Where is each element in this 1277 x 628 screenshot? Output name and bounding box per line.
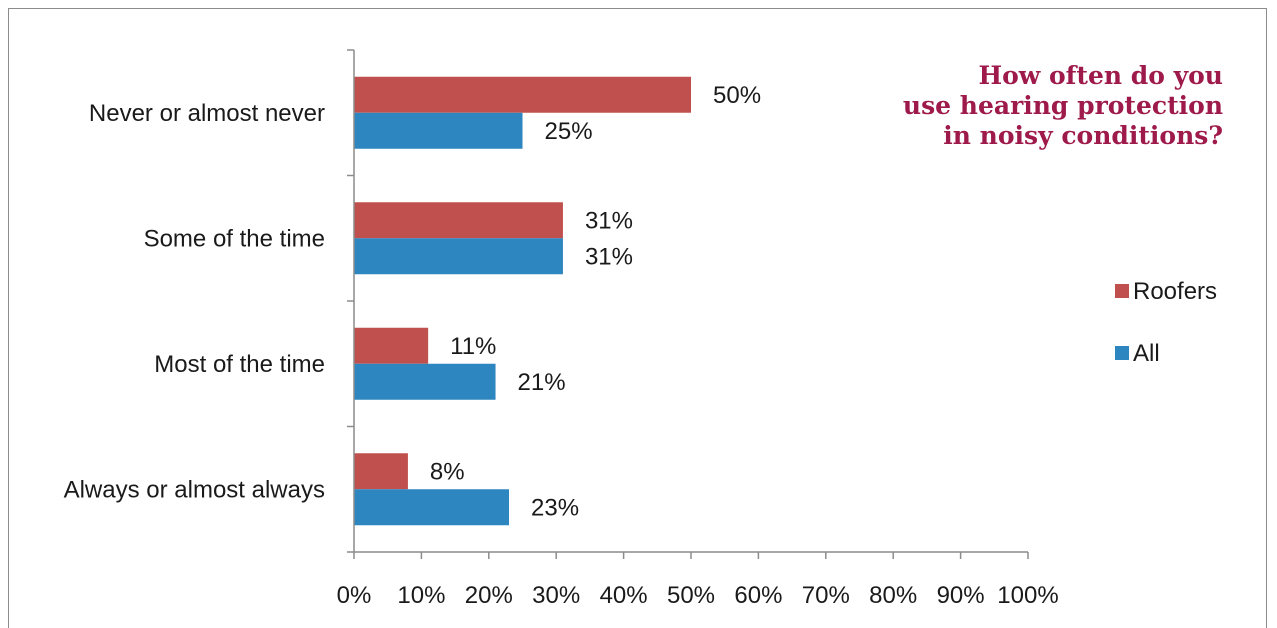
bar-roofers [354, 453, 408, 490]
x-tick-label: 30% [532, 582, 580, 609]
x-tick-label: 20% [465, 582, 513, 609]
legend-label-roofers: Roofers [1133, 278, 1217, 305]
chart-title-line-1: How often do you [978, 61, 1223, 90]
labels-group: Never or almost never 50% 25% Some of the t… [64, 82, 761, 522]
bars-group [354, 76, 691, 526]
legend-label-all: All [1133, 340, 1160, 367]
data-label-all: 31% [585, 243, 633, 270]
chart-title-line-2: use hearing protection [903, 91, 1223, 120]
x-tick-label: 0% [337, 582, 372, 609]
bar-roofers [354, 76, 691, 113]
legend: Roofers All [1115, 278, 1217, 367]
x-tick-label: 90% [937, 582, 985, 609]
data-label-all: 21% [518, 369, 566, 396]
x-tick-label: 100% [997, 582, 1058, 609]
legend-swatch-roofers [1115, 284, 1129, 298]
category-label: Never or almost never [89, 100, 325, 127]
bar-all [354, 489, 510, 526]
chart-frame [8, 8, 1267, 628]
x-tick-label: 10% [397, 582, 445, 609]
x-tick-label: 40% [600, 582, 648, 609]
data-label-all: 25% [545, 118, 593, 145]
axes-group: 0% 10% 20% 30% 40% 50% 60% 70% 80% 90% 100% [337, 49, 1059, 609]
bar-all [354, 238, 563, 275]
x-tick-label: 50% [667, 582, 715, 609]
category-label: Always or almost always [64, 476, 325, 503]
bar-roofers [354, 202, 563, 239]
legend-swatch-all [1115, 346, 1129, 360]
bar-roofers [354, 327, 429, 364]
x-tick-label: 80% [869, 582, 917, 609]
data-label-roofers: 31% [585, 207, 633, 234]
data-label-roofers: 11% [450, 333, 496, 360]
bar-all [354, 112, 523, 149]
x-tick-label: 70% [802, 582, 850, 609]
data-label-all: 23% [531, 494, 579, 521]
bar-all [354, 363, 496, 400]
data-label-roofers: 8% [430, 458, 465, 485]
x-tick-label: 60% [734, 582, 782, 609]
category-label: Some of the time [144, 225, 325, 252]
data-label-roofers: 50% [713, 82, 761, 109]
category-label: Most of the time [154, 351, 325, 378]
chart-title-line-3: in noisy conditions? [943, 121, 1223, 150]
